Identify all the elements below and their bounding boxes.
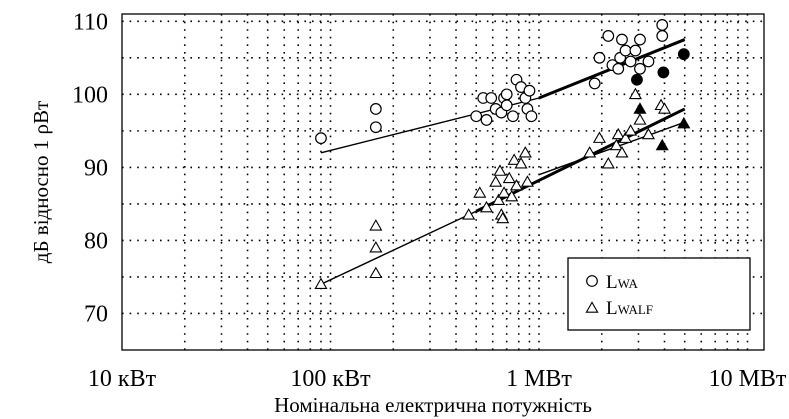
legend-label: LWA xyxy=(606,272,638,293)
plot-frame xyxy=(121,13,765,351)
y-tick-label: 110 xyxy=(73,9,108,35)
lwalf-point xyxy=(583,146,597,158)
lwa-point-filled xyxy=(677,48,690,61)
legend-triangle-icon xyxy=(585,301,599,313)
trend-line xyxy=(320,210,477,285)
lwalf-point xyxy=(502,171,516,184)
lwa-point xyxy=(525,110,538,123)
lwalf-point xyxy=(492,193,506,206)
lwalf-point xyxy=(496,211,510,224)
lwalf-point xyxy=(314,277,328,290)
data-points xyxy=(314,19,691,290)
lwa-point xyxy=(642,55,655,68)
lwa-point xyxy=(593,51,606,64)
lwalf-point xyxy=(618,131,633,143)
lwalf-point-filled xyxy=(655,138,669,151)
x-tick-label: 100 кВт xyxy=(290,366,371,392)
lwalf-point xyxy=(369,219,383,231)
lwalf-point xyxy=(479,200,494,213)
lwa-point-filled xyxy=(631,73,643,86)
lwalf-point xyxy=(628,87,642,100)
lwa-point xyxy=(500,88,513,101)
lwa-point xyxy=(470,110,483,123)
y-tick-label: 90 xyxy=(84,155,108,181)
lwa-point xyxy=(480,114,493,126)
y-tick-label: 100 xyxy=(72,82,108,108)
lwalf-point xyxy=(611,127,625,140)
lwalf-point xyxy=(518,146,532,158)
lwa-point xyxy=(315,132,327,145)
legend-circle-icon xyxy=(586,275,598,287)
y-tick-label: 70 xyxy=(84,301,108,327)
lwalf-point xyxy=(505,189,519,202)
lwalf-point xyxy=(369,241,383,253)
lwalf-point xyxy=(624,124,638,136)
lwa-point xyxy=(624,55,637,68)
lwa-point xyxy=(616,33,628,46)
lwa-point xyxy=(369,103,382,115)
lwa-point xyxy=(634,62,646,75)
x-tick-label: 1 МВт xyxy=(506,366,572,392)
lwalf-point xyxy=(520,175,534,187)
lwalf-point xyxy=(462,208,476,220)
legend: LWA LWALF xyxy=(567,257,751,331)
y-axis-label: дБ відносно 1 ρВт xyxy=(29,101,53,263)
y-tick-label: 80 xyxy=(84,228,108,254)
x-tick-label: 10 кВт xyxy=(88,366,157,392)
x-axis-label: Номінальна електрична потужність xyxy=(274,393,592,417)
y-tick-labels: 70 80 90 100 110 xyxy=(72,9,108,327)
legend-box xyxy=(567,257,751,331)
lwalf-point xyxy=(509,178,524,191)
lwa-point xyxy=(656,19,669,31)
lwalf-point xyxy=(497,186,511,198)
lwalf-point xyxy=(489,175,503,187)
lwalf-point xyxy=(657,102,672,114)
lwa-point xyxy=(602,30,615,42)
lwalf-point xyxy=(473,186,487,198)
x-tick-label: 10 МВт xyxy=(709,366,787,392)
lwa-point xyxy=(656,30,669,42)
lwa-point xyxy=(369,121,382,134)
lwalf-point xyxy=(369,266,383,279)
trend-line xyxy=(538,122,682,176)
lwalf-point xyxy=(493,164,507,176)
lwalf-point xyxy=(507,153,521,165)
lwa-point xyxy=(612,62,625,75)
legend-label: LWALF xyxy=(606,298,653,319)
lwalf-point-filled xyxy=(633,102,647,114)
lwa-point xyxy=(523,84,536,97)
lwalf-point xyxy=(615,146,629,158)
lwa-point xyxy=(634,33,646,46)
lwa-point xyxy=(588,77,601,90)
lwalf-point xyxy=(592,131,607,143)
lwa-point xyxy=(619,44,632,57)
lwalf-point-filled xyxy=(677,116,691,129)
lwa-point xyxy=(485,92,498,104)
lwalf-point xyxy=(633,113,647,125)
lwalf-point xyxy=(601,157,615,169)
lwalf-point xyxy=(609,138,623,151)
lwalf-point xyxy=(641,127,656,140)
x-tick-labels: 10 кВт 100 кВт 1 МВт 10 МВт xyxy=(88,366,787,392)
lwa-point-filled xyxy=(657,66,670,79)
lwalf-point xyxy=(514,157,528,169)
lwa-point xyxy=(507,110,519,123)
lwa-point xyxy=(500,99,513,112)
lwa-point xyxy=(629,44,642,57)
